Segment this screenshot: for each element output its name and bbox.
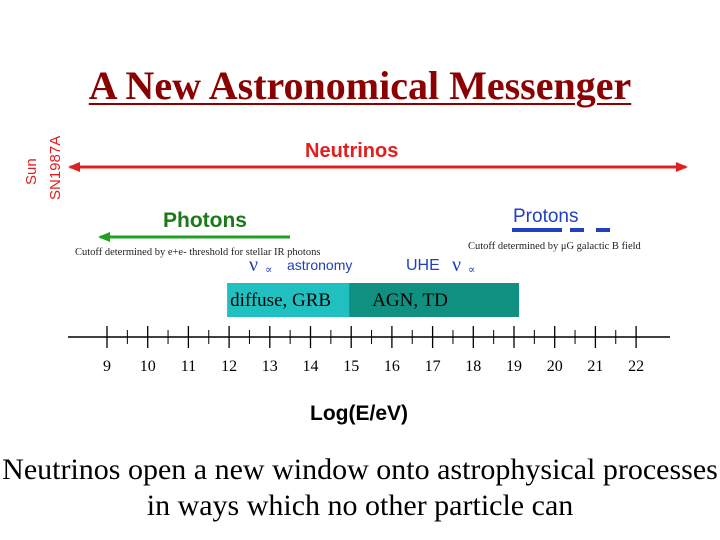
caption: Neutrinos open a new window onto astroph… — [2, 453, 718, 522]
axis-tick-label-19: 19 — [506, 358, 522, 375]
band-1 — [349, 283, 520, 317]
axis-tick-label-18: 18 — [465, 358, 481, 375]
neutrinos-label: Neutrinos — [305, 140, 398, 162]
nu-symbol: ν — [249, 254, 258, 276]
protons-label: Protons — [513, 206, 578, 227]
axis-tick-label-16: 16 — [384, 358, 400, 375]
uhe-nu-sub: ∝ — [468, 264, 475, 276]
uhe-label: UHE — [406, 257, 440, 274]
photons-label: Photons — [163, 209, 247, 232]
page-title: A New Astronomical Messenger — [88, 63, 632, 108]
axis-label: Log(E/eV) — [310, 402, 408, 425]
axis-tick-label-14: 14 — [303, 358, 319, 375]
axis-tick-label-22: 22 — [628, 358, 644, 375]
axis-tick-label-12: 12 — [221, 358, 237, 375]
band-0 — [227, 283, 353, 317]
axis-tick-label-11: 11 — [181, 358, 196, 375]
band-label-1: AGN, TD — [372, 290, 448, 311]
proton-cutoff-note: Cutoff determined by μG galactic B field — [468, 241, 642, 252]
photon-cutoff-note: Cutoff determined by e+e- threshold for … — [75, 247, 320, 258]
axis-tick-label-10: 10 — [140, 358, 156, 375]
axis-tick-label-9: 9 — [103, 358, 111, 375]
uhe-nu-symbol: ν — [452, 254, 461, 276]
nu-sub: ∝ — [265, 264, 272, 276]
astronomy-label: astronomy — [287, 257, 352, 273]
axis-tick-label-20: 20 — [547, 358, 563, 375]
axis-tick-label-13: 13 — [262, 358, 278, 375]
sun-label: Sun — [23, 158, 40, 185]
axis-tick-label-21: 21 — [587, 358, 603, 375]
axis-tick-label-15: 15 — [343, 358, 359, 375]
axis-tick-label-17: 17 — [425, 358, 441, 375]
band-label-0: diffuse, GRB — [230, 290, 331, 311]
sn1987a-label: SN1987A — [47, 136, 64, 200]
